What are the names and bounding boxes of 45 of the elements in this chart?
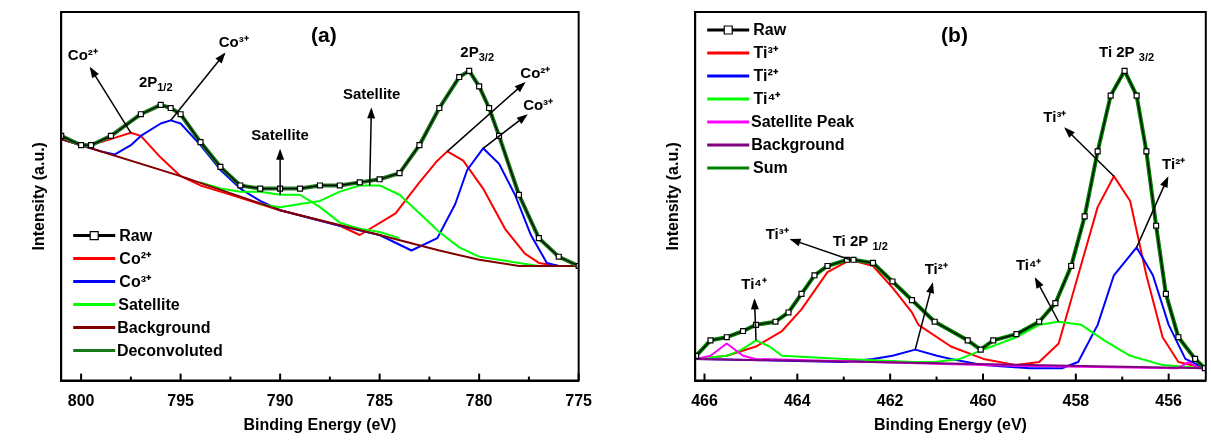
annotation: Satellite xyxy=(342,84,401,102)
x-tick-label: 780 xyxy=(465,391,493,409)
x-axis-title: Binding Energy (eV) xyxy=(243,415,397,433)
annotation: Ti 2P 3/2 xyxy=(1099,42,1155,64)
annotation: Co²⁺ xyxy=(520,63,551,81)
legend-label: Satellite xyxy=(118,296,180,314)
annotation: Co³⁺ xyxy=(218,32,249,50)
annotation: Ti³⁺ xyxy=(1043,108,1067,126)
legend-label: Ti³⁺ xyxy=(753,44,779,62)
x-tick-label: 456 xyxy=(1155,391,1183,409)
annotation: Ti²⁺ xyxy=(1162,154,1186,172)
legend-label: Sum xyxy=(753,159,788,177)
annotation: Satellite xyxy=(251,125,309,143)
annotation: Ti⁴⁺ xyxy=(1015,255,1042,273)
y-axis-title: Intensity (a.u.) xyxy=(30,142,48,251)
legend-label: Background xyxy=(117,319,211,337)
annotation: Co²⁺ xyxy=(67,45,98,63)
annotation: Co³⁺ xyxy=(523,96,554,114)
annotation: Ti⁴⁺ xyxy=(741,275,767,293)
annotation: Ti 2P 1/2 xyxy=(832,231,888,253)
annotation: Ti³⁺ xyxy=(765,224,789,242)
legend-label: Raw xyxy=(753,21,787,39)
x-tick-label: 460 xyxy=(969,391,997,409)
chart-title: (a) xyxy=(311,22,337,46)
x-tick-label: 800 xyxy=(67,391,95,409)
x-tick-label: 775 xyxy=(565,391,593,409)
legend-label: Ti⁴⁺ xyxy=(753,90,782,108)
annotation: Ti²⁺ xyxy=(924,259,948,277)
x-tick-label: 462 xyxy=(876,391,904,409)
x-tick-label: 464 xyxy=(783,391,811,409)
legend-label: Co²⁺ xyxy=(119,250,153,268)
x-tick-label: 458 xyxy=(1062,391,1090,409)
legend-label: Ti²⁺ xyxy=(753,67,779,85)
legend-label: Raw xyxy=(119,227,153,245)
x-tick-label: 790 xyxy=(266,391,294,409)
legend-label: Background xyxy=(751,136,845,154)
x-tick-label: 795 xyxy=(167,391,195,409)
legend-label: Satellite Peak xyxy=(750,113,855,131)
legend-label: Co³⁺ xyxy=(119,273,153,291)
legend-label: Deconvoluted xyxy=(116,342,223,360)
x-tick-label: 466 xyxy=(691,391,718,409)
chart-title: (b) xyxy=(941,22,968,46)
x-axis-title: Binding Energy (eV) xyxy=(874,415,1027,433)
x-tick-label: 785 xyxy=(366,391,394,409)
y-axis-title: Intensity (a.u.) xyxy=(664,142,682,251)
